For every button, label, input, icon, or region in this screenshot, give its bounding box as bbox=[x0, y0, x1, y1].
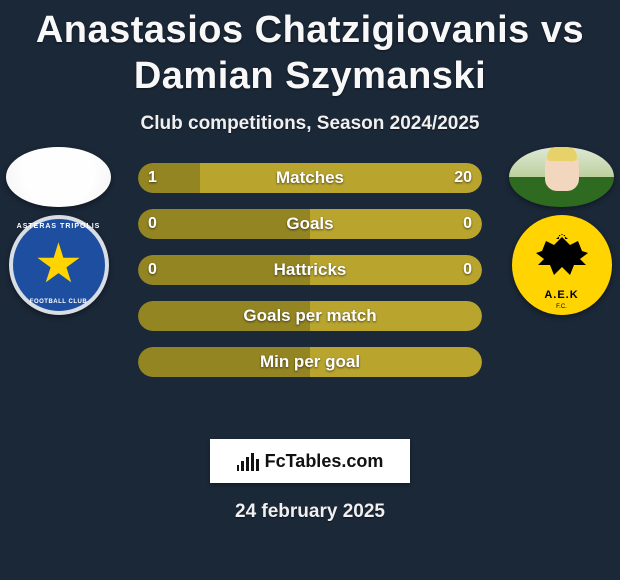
comparison-bars: Matches120Goals00Hattricks00Goals per ma… bbox=[138, 163, 482, 393]
club-right-label: Α.Ε.Κ bbox=[544, 289, 578, 301]
comparison-panel: ASTERAS TRIPOLIS FOOTBALL CLUB Α.Ε.Κ F.C… bbox=[0, 163, 620, 423]
stat-value-right: 20 bbox=[454, 163, 472, 193]
brand-bars-icon bbox=[237, 451, 259, 471]
player-right-photo bbox=[509, 147, 614, 207]
stat-value-right: 0 bbox=[463, 209, 472, 239]
player-right: Α.Ε.Κ F.C. bbox=[509, 147, 614, 315]
stat-row: Min per goal bbox=[138, 347, 482, 377]
stat-label: Matches bbox=[138, 163, 482, 193]
stat-label: Min per goal bbox=[138, 347, 482, 377]
player-left-photo bbox=[6, 147, 111, 207]
club-badge-right: Α.Ε.Κ F.C. bbox=[512, 215, 612, 315]
stat-row: Matches1 20 bbox=[138, 163, 482, 193]
club-badge-left: ASTERAS TRIPOLIS FOOTBALL CLUB bbox=[9, 215, 109, 315]
stat-value-left: 0 bbox=[148, 255, 157, 285]
club-right-sublabel: F.C. bbox=[556, 304, 567, 310]
eagle-icon bbox=[532, 231, 592, 291]
stat-value-right: 0 bbox=[463, 255, 472, 285]
stat-row: Hattricks0 0 bbox=[138, 255, 482, 285]
brand-badge: FcTables.com bbox=[210, 439, 410, 483]
stat-label: Hattricks bbox=[138, 255, 482, 285]
date-label: 24 february 2025 bbox=[0, 501, 620, 523]
subtitle: Club competitions, Season 2024/2025 bbox=[0, 113, 620, 135]
stat-label: Goals bbox=[138, 209, 482, 239]
stat-value-left: 0 bbox=[148, 209, 157, 239]
stat-row: Goals per match bbox=[138, 301, 482, 331]
page-title: Anastasios Chatzigiovanis vs Damian Szym… bbox=[0, 0, 620, 99]
club-left-label-bottom: FOOTBALL CLUB bbox=[30, 299, 87, 305]
stat-row: Goals0 0 bbox=[138, 209, 482, 239]
stat-label: Goals per match bbox=[138, 301, 482, 331]
club-left-label-top: ASTERAS TRIPOLIS bbox=[17, 223, 101, 230]
stat-value-left: 1 bbox=[148, 163, 157, 193]
player-left: ASTERAS TRIPOLIS FOOTBALL CLUB bbox=[6, 147, 111, 315]
brand-text: FcTables.com bbox=[265, 451, 384, 472]
